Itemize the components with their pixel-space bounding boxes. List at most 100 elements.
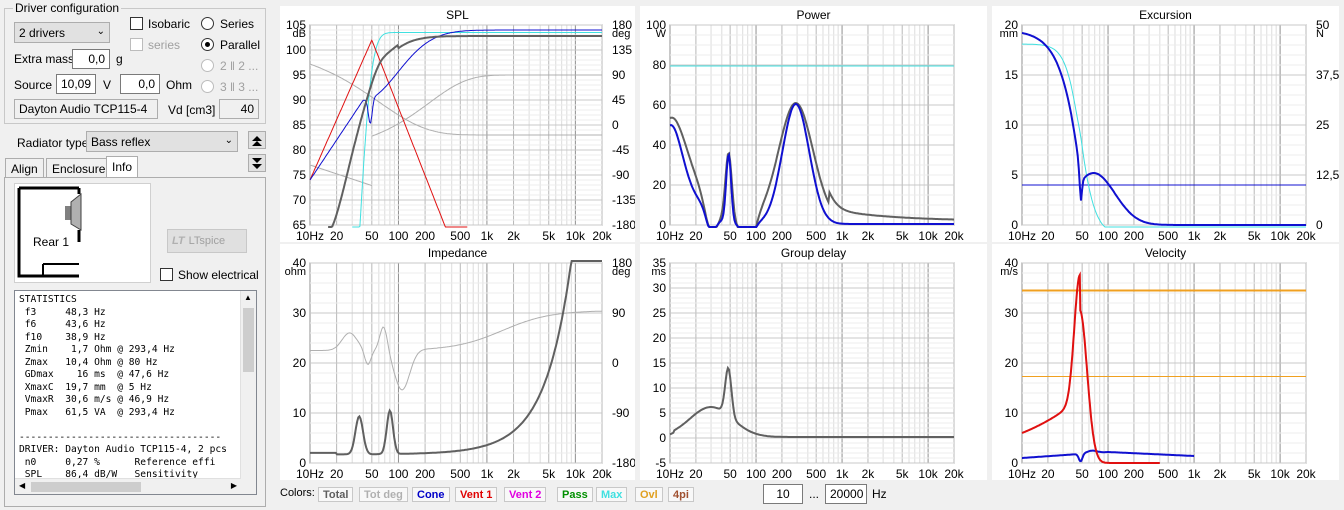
double-chevron-up-icon [252, 136, 262, 146]
x-tick-label: 2k [507, 229, 521, 242]
y2-tick-label: -180 [612, 456, 635, 470]
source-ohm-input[interactable]: 0,0 [120, 74, 160, 94]
excursion-graph[interactable]: Excursion 10Hz 20 50 100 200 500 1k 2k 5k 10k 20k 2… [992, 6, 1339, 242]
x-tick-label: 100 [746, 467, 766, 480]
extra-mass-input[interactable]: 0,0 [72, 49, 110, 69]
phase-curve-a [309, 63, 602, 136]
color-chip-total[interactable]: Total [318, 487, 354, 502]
show-electrical-checkbox[interactable] [160, 268, 173, 281]
tab-align[interactable]: Align [5, 158, 44, 178]
impedance-graph[interactable]: Impedance 10Hz 20 50 100 200 500 1k 2k 5k 10k 20k 4… [280, 244, 635, 480]
color-chip-pass[interactable]: Pass [557, 487, 593, 502]
radiator-type-label: Radiator type [17, 136, 89, 150]
statistics-box[interactable]: STATISTICS f3 48,3 Hz f6 43,6 Hz f10 38,… [14, 290, 257, 495]
series-radio[interactable] [201, 17, 214, 30]
option-2-radio[interactable] [201, 59, 214, 72]
vd-field[interactable]: 40 [219, 99, 259, 119]
collapse-down-button[interactable] [248, 154, 266, 172]
ltspice-button[interactable]: LT LTspice [167, 229, 247, 253]
source-voltage-input[interactable]: 10,09 [56, 74, 96, 94]
horizontal-scrollbar[interactable]: ◀ ▶ [15, 478, 241, 494]
x-tick-label: 200 [1124, 467, 1144, 480]
cone-power-curve [669, 102, 954, 228]
x-tick-label: 200 [415, 229, 435, 242]
x-tick-label: 5k [896, 467, 910, 480]
x-tick-label: 20 [689, 467, 703, 480]
driver-name-field[interactable]: Dayton Audio TCP115-4 [14, 99, 158, 119]
y-tick-label: 0 [1011, 456, 1018, 470]
scroll-thumb-h[interactable] [31, 482, 141, 492]
enclosure-drawing [17, 186, 82, 278]
y-tick-label: 70 [293, 193, 307, 207]
x-tick-label: 500 [450, 229, 470, 242]
phase-curve-c [309, 164, 373, 187]
x-tick-label: 50 [365, 229, 379, 242]
color-chip-4pi[interactable]: 4pi [668, 487, 694, 502]
enclosure-diagram: Rear 1 [14, 183, 151, 283]
show-electrical-label: Show electrical [178, 268, 259, 282]
isobaric-checkbox[interactable] [130, 17, 143, 30]
tab-info[interactable]: Info [106, 156, 139, 178]
option-2-label: 2 ‖ 2 ... [220, 59, 259, 73]
group-delay-title: Group delay [780, 246, 847, 260]
group-delay-graph[interactable]: Group delay 10Hz 20 50 100 200 500 1k 2k 5k 10k 20… [640, 244, 987, 480]
freq-to-input[interactable]: 20000 [825, 484, 867, 504]
series-radio-label: Series [220, 17, 255, 31]
scroll-up-icon: ▲ [244, 293, 252, 302]
drivers-select[interactable]: 2 drivers ⌄ [14, 22, 110, 43]
power-graph[interactable]: Power 10Hz 20 50 100 200 500 1k 2k 5k 10k 20k 100 80… [640, 6, 987, 242]
double-chevron-down-icon [252, 158, 262, 169]
x-tick-label: 50 [1075, 467, 1089, 480]
x-tick-label: 100 [388, 467, 408, 480]
expand-up-button[interactable] [248, 131, 266, 149]
power-plot: 10Hz 20 50 100 200 500 1k 2k 5k 10k 20k10080604020… [646, 18, 965, 242]
tab-enclosure[interactable]: Enclosure [46, 158, 112, 178]
color-chip-cone[interactable]: Cone [412, 487, 450, 502]
y-unit-label: m/s [1000, 266, 1018, 278]
y2-tick-label: 37,5 [1316, 68, 1339, 82]
y-tick-label: 80 [293, 143, 307, 157]
x-tick-label: 2k [862, 229, 876, 242]
y2-unit-label: deg [612, 266, 630, 278]
x-tick-label: 200 [772, 467, 792, 480]
group-delay-plot: 10Hz 20 50 100 200 500 1k 2k 5k 10k 20k35302520151… [651, 256, 964, 480]
option-3-radio[interactable] [201, 80, 214, 93]
color-chip-tot-deg[interactable]: Tot deg [359, 487, 408, 502]
x-tick-label: 100 [1098, 229, 1118, 242]
impedance-plot: 10Hz 20 50 100 200 500 1k 2k 5k 10k 20k403020100oh… [285, 256, 635, 480]
freq-from-input[interactable]: 10 [763, 484, 803, 504]
y-unit-label: ms [651, 266, 666, 278]
scroll-thumb[interactable] [243, 308, 254, 372]
y-unit-label: dB [293, 28, 306, 40]
y2-tick-label: 12,5 [1316, 168, 1339, 182]
color-chip-vent-1[interactable]: Vent 1 [455, 487, 498, 502]
vertical-scrollbar[interactable]: ▲ [240, 291, 256, 494]
velocity-graph[interactable]: Velocity 10Hz 20 50 100 200 500 1k 2k 5k 10k 20k 40… [992, 244, 1339, 480]
y-tick-label: 95 [293, 68, 307, 82]
x-tick-label: 5k [1248, 467, 1262, 480]
x-tick-label: 500 [1158, 467, 1178, 480]
chevron-down-icon: ⌄ [224, 135, 233, 146]
y-tick-label: 20 [1005, 18, 1019, 32]
y2-tick-label: 180 [612, 18, 632, 32]
series-checkbox[interactable] [130, 38, 143, 51]
color-chip-ovl[interactable]: Ovl [635, 487, 663, 502]
y-tick-label: 30 [293, 306, 307, 320]
scroll-left-icon: ◀ [19, 481, 26, 490]
color-chip-vent-2[interactable]: Vent 2 [504, 487, 547, 502]
x-tick-label: 20k [592, 229, 612, 242]
y2-tick-label: 0 [1316, 218, 1323, 232]
parallel-radio[interactable] [201, 38, 214, 51]
x-tick-label: 20k [1296, 229, 1316, 242]
y-tick-label: 5 [1011, 168, 1018, 182]
left-panel: Driver configuration 2 drivers ⌄ Isobari… [0, 0, 270, 510]
x-tick-label: 20 [1041, 229, 1055, 242]
total-curve [328, 35, 602, 228]
radiator-type-select[interactable]: Bass reflex ⌄ [86, 131, 238, 152]
spl-graph[interactable]: SPL 10Hz 20 50 100 200 500 1k 2k 5k 10k 20k 105 100 9… [280, 6, 635, 242]
color-chip-max[interactable]: Max [596, 487, 628, 502]
x-tick-label: 200 [772, 229, 792, 242]
max-curve [352, 32, 602, 228]
y-tick-label: 15 [653, 356, 667, 370]
x-tick-label: 10k [918, 467, 938, 480]
